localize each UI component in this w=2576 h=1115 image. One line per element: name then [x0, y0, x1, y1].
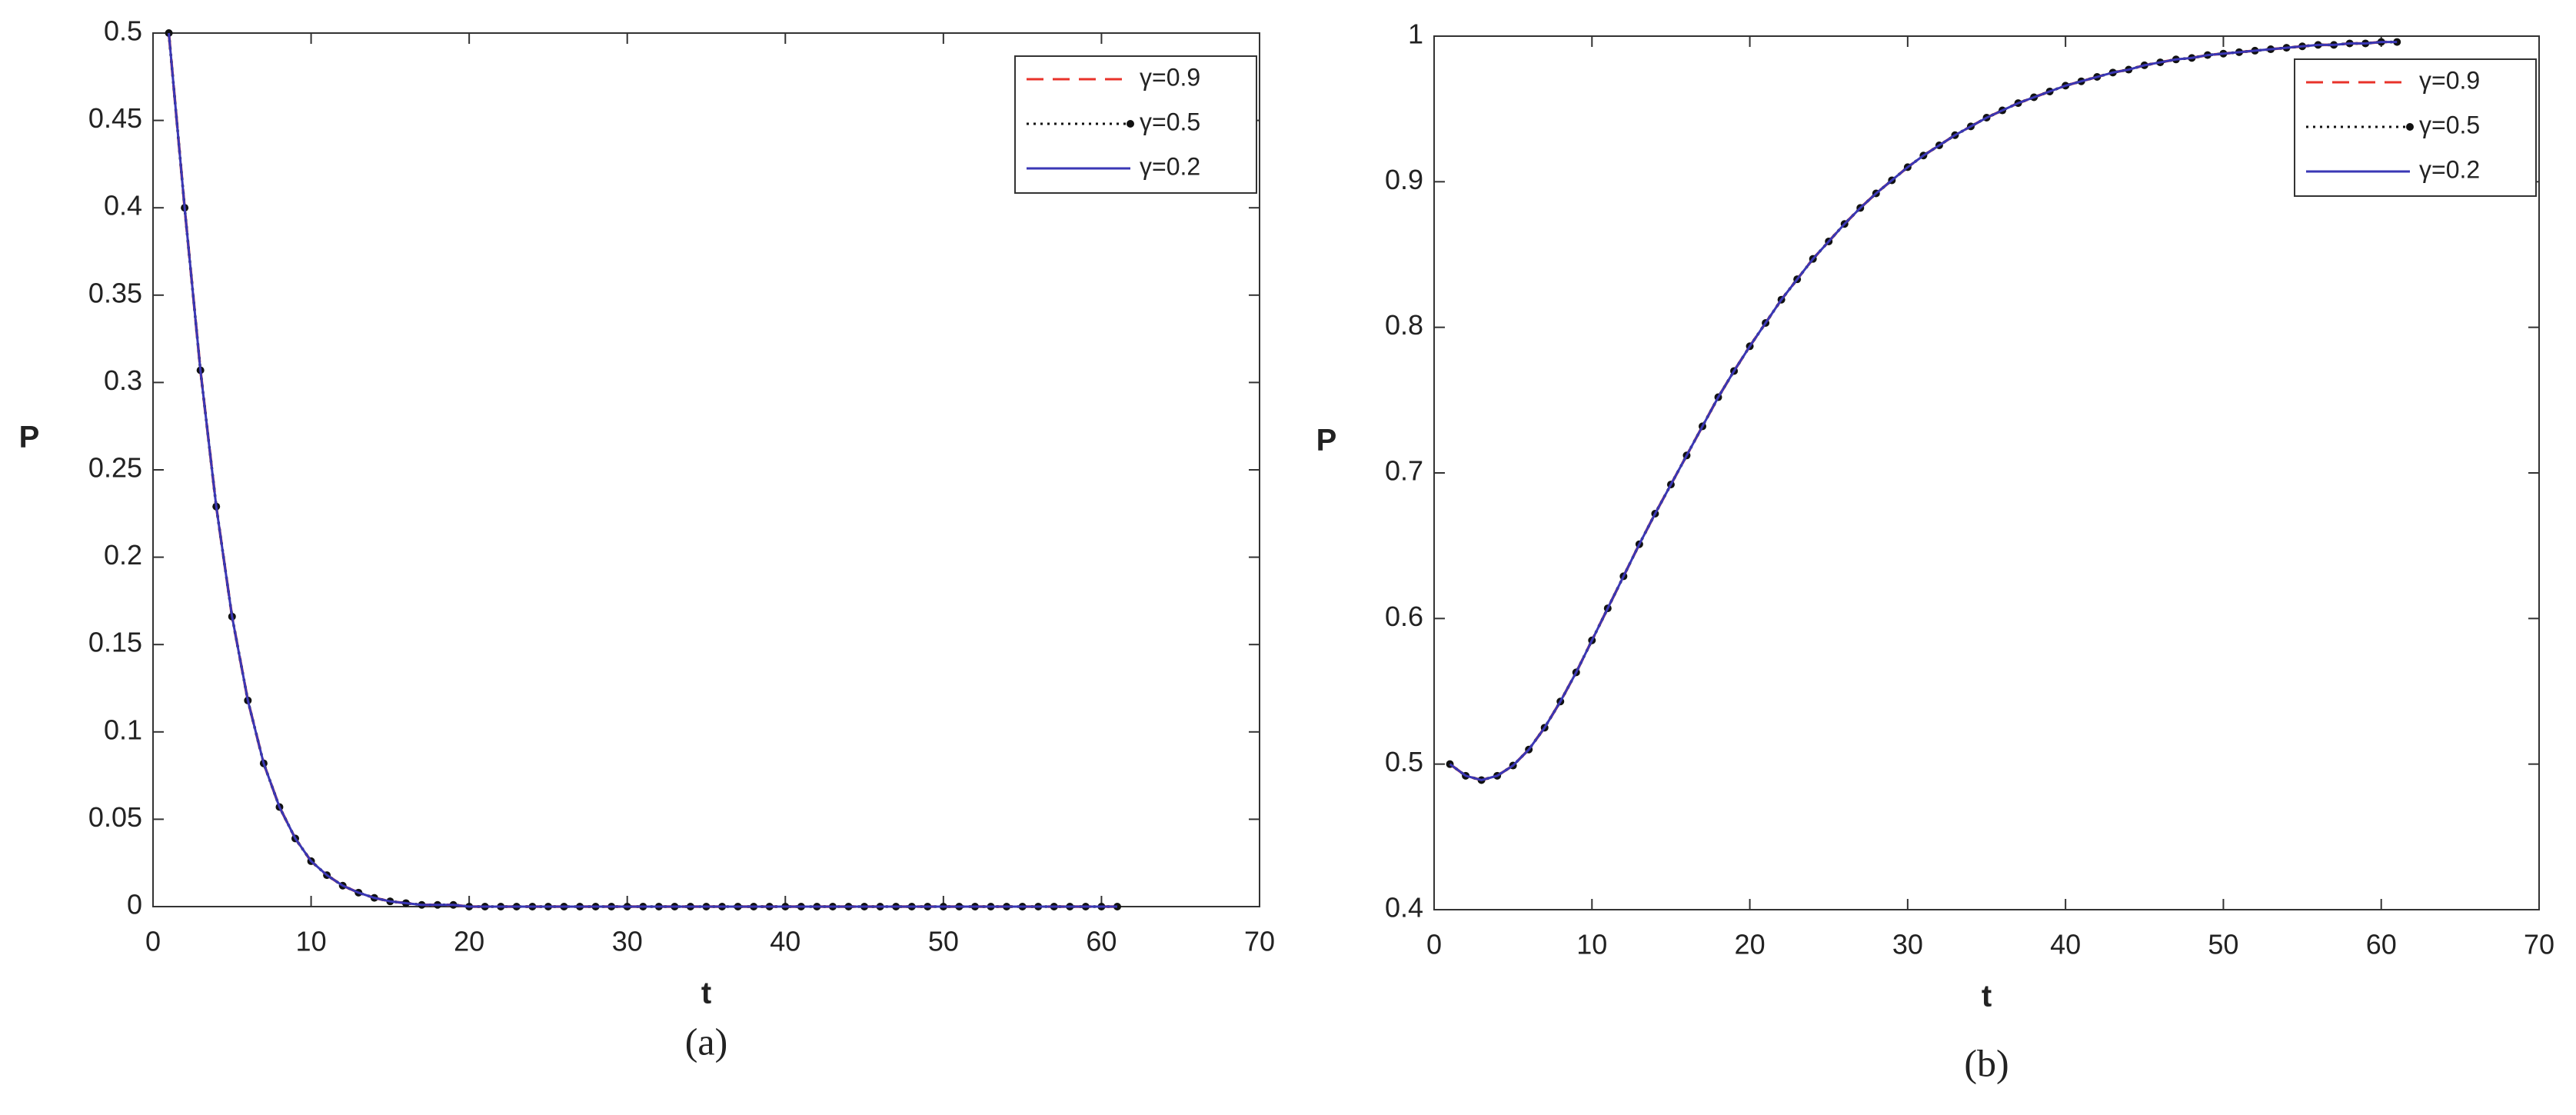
legend-label: γ=0.2	[2419, 155, 2480, 183]
y-tick-label: 0.4	[1385, 892, 1423, 924]
y-tick-label: 0.1	[104, 714, 142, 745]
y-tick-label: 0.15	[88, 627, 142, 658]
legend-marker	[2406, 123, 2414, 131]
x-tick-label: 20	[454, 926, 484, 957]
x-tick-label: 30	[1892, 929, 1923, 960]
legend-box	[1014, 55, 1257, 194]
x-tick-label: 70	[2524, 929, 2554, 960]
y-tick-label: 0.5	[104, 15, 142, 47]
x-tick-label: 50	[928, 926, 959, 957]
legend-label: γ=0.9	[1140, 63, 1200, 91]
x-tick-label: 50	[2208, 929, 2238, 960]
legend-label: γ=0.2	[1140, 152, 1200, 180]
x-tick-label: 0	[145, 926, 161, 957]
x-tick-label: 60	[2366, 929, 2397, 960]
y-tick-label: 0.6	[1385, 601, 1423, 632]
x-tick-label: 40	[2050, 929, 2081, 960]
y-tick-label: 0.35	[88, 277, 142, 308]
x-tick-label: 10	[1576, 929, 1607, 960]
point	[165, 29, 173, 37]
y-tick-label: 0.7	[1385, 455, 1423, 487]
x-tick-label: 60	[1086, 926, 1117, 957]
y-axis-label: P	[1316, 424, 1337, 458]
legend-label: γ=0.9	[2419, 66, 2480, 94]
legend: γ=0.9 γ=0.5 γ=0.2	[2294, 58, 2537, 197]
x-axis-label: t	[701, 977, 711, 1010]
y-tick-label: 0.2	[104, 539, 142, 571]
y-tick-label: 0.25	[88, 452, 142, 484]
series-line	[168, 32, 1117, 908]
x-tick-label: 0	[1426, 929, 1442, 960]
y-tick-label: 0.9	[1385, 164, 1423, 195]
caption: (b)	[1964, 1041, 2009, 1084]
y-tick-label: 0.3	[104, 364, 142, 396]
x-tick-label: 20	[1735, 929, 1766, 960]
y-tick-label: 1	[1408, 18, 1423, 50]
y-tick-label: 0.5	[1385, 746, 1423, 777]
x-tick-label: 40	[770, 926, 800, 957]
chart: 0 10 20 30 40 50 60 70 0 0.05 0.1 0.15 0.2 0.25 0.3 0.3…	[19, 15, 1275, 1063]
y-tick-label: 0	[127, 889, 142, 920]
legend: γ=0.9 γ=0.5 γ=0.2	[1014, 55, 1257, 194]
legend-label: γ=0.5	[1140, 108, 1200, 135]
point	[2393, 38, 2401, 46]
caption: (a)	[685, 1020, 728, 1063]
legend-box	[2294, 58, 2537, 197]
y-tick-label: 0.8	[1385, 309, 1423, 341]
series-line	[1449, 41, 2398, 782]
legend-marker	[1127, 120, 1134, 128]
legend-label: γ=0.5	[2419, 111, 2480, 138]
y-tick-label: 0.45	[88, 102, 142, 134]
y-tick-label: 0.05	[88, 801, 142, 833]
y-axis-label: P	[19, 421, 40, 454]
x-axis-label: t	[1982, 980, 1992, 1013]
y-tick-label: 0.4	[104, 190, 142, 221]
x-tick-label: 70	[1244, 926, 1275, 957]
x-tick-label: 30	[612, 926, 643, 957]
chart: 0 10 20 30 40 50 60 70 0.4 0.5 0.6 0.7 0.8 0.9 1 t P (b) γ…	[1316, 18, 2554, 1085]
x-tick-label: 10	[296, 926, 327, 957]
